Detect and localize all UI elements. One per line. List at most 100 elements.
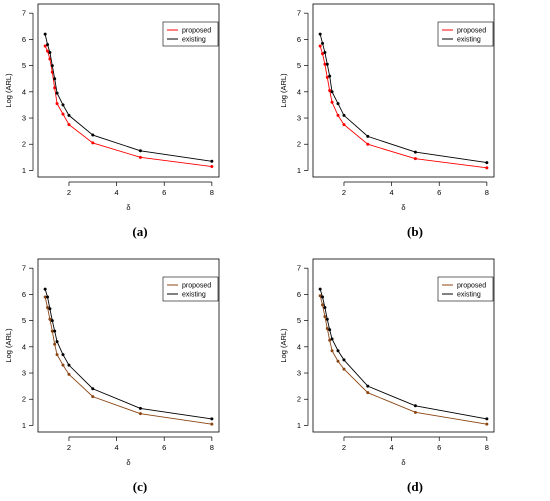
data-point-proposed — [413, 410, 417, 414]
legend-box — [162, 276, 219, 302]
data-point-proposed — [342, 123, 346, 127]
data-point-existing — [91, 387, 95, 391]
y-tick-label: 3 — [297, 114, 301, 123]
data-point-proposed — [330, 349, 334, 353]
y-tick-label: 7 — [297, 264, 301, 273]
x-tick-label: 8 — [485, 443, 489, 452]
data-point-existing — [328, 328, 332, 332]
chart-panel-c: 2 4 6 8 1 2 3 4 5 6 7 δ Log (ARL) proposed existing (c) — [4, 258, 220, 494]
data-point-proposed — [53, 86, 57, 90]
chart-panel-b: 2 4 6 8 1 2 3 4 5 6 7 δ Log (ARL) proposed existing (b) — [279, 3, 495, 239]
data-point-existing — [43, 32, 47, 36]
x-tick-label: 6 — [437, 443, 441, 452]
data-point-proposed — [321, 303, 325, 307]
y-tick-label: 7 — [22, 264, 26, 273]
x-axis-label: δ — [126, 458, 130, 467]
data-point-proposed — [43, 295, 47, 299]
series-line-existing — [44, 289, 212, 420]
plot-frame — [37, 258, 220, 433]
legend-label-existing: existing — [182, 37, 206, 44]
data-point-existing — [321, 41, 325, 45]
data-point-existing — [325, 317, 329, 321]
data-point-existing — [323, 50, 327, 54]
data-point-proposed — [210, 422, 214, 426]
y-axis-label: Log (ARL) — [4, 328, 13, 363]
x-tick-label: 2 — [342, 188, 346, 197]
data-point-proposed — [46, 305, 50, 309]
data-point-proposed — [55, 353, 59, 357]
data-point-existing — [485, 417, 489, 421]
data-point-existing — [91, 133, 95, 137]
data-point-proposed — [48, 317, 52, 321]
x-tick-label: 8 — [210, 188, 214, 197]
panel-caption: (b) — [407, 224, 423, 239]
y-tick-label: 1 — [22, 166, 26, 175]
data-point-existing — [55, 340, 59, 344]
data-point-proposed — [50, 329, 54, 333]
data-point-existing — [328, 74, 332, 78]
data-point-proposed — [321, 52, 325, 56]
data-point-existing — [413, 150, 417, 154]
data-point-existing — [48, 307, 52, 311]
data-point-existing — [210, 159, 214, 163]
y-tick-label: 5 — [22, 316, 26, 325]
x-tick-label: 8 — [210, 443, 214, 452]
data-point-existing — [336, 102, 340, 106]
y-tick-label: 2 — [22, 140, 26, 149]
series-line-existing — [319, 289, 487, 420]
series-line-proposed — [44, 45, 212, 167]
data-point-existing — [48, 50, 52, 54]
y-tick-label: 4 — [22, 87, 26, 96]
panel-caption: (a) — [132, 224, 147, 239]
legend-label-existing: existing — [457, 292, 481, 299]
data-point-existing — [485, 161, 489, 165]
data-point-existing — [336, 349, 340, 353]
legend-box — [437, 276, 494, 302]
data-point-existing — [323, 305, 327, 309]
chart-panel-d: 2 4 6 8 1 2 3 4 5 6 7 δ Log (ARL) proposed existing (d) — [279, 258, 495, 494]
y-tick-label: 4 — [297, 342, 301, 351]
data-point-existing — [67, 363, 71, 367]
series-line-proposed — [44, 296, 212, 425]
data-point-proposed — [342, 367, 346, 371]
y-tick-label: 7 — [297, 9, 301, 18]
data-point-existing — [53, 77, 57, 81]
plot-frame — [37, 3, 220, 178]
chart-panel-a: 2 4 6 8 1 2 3 4 5 6 7 δ Log (ARL) proposed existing (a) — [4, 3, 220, 239]
data-point-existing — [46, 295, 50, 299]
data-point-existing — [413, 404, 417, 408]
x-axis-label: δ — [401, 203, 405, 212]
y-tick-label: 2 — [297, 140, 301, 149]
data-point-proposed — [366, 142, 370, 146]
y-tick-label: 5 — [297, 61, 301, 70]
data-point-proposed — [323, 62, 327, 66]
data-point-proposed — [336, 113, 340, 117]
data-point-existing — [61, 103, 65, 107]
x-tick-label: 2 — [67, 443, 71, 452]
y-tick-label: 3 — [297, 369, 301, 378]
series-line-existing — [44, 34, 212, 162]
data-point-proposed — [138, 412, 142, 416]
data-point-proposed — [330, 100, 334, 104]
y-tick-label: 6 — [297, 290, 301, 299]
data-point-existing — [366, 384, 370, 388]
data-point-proposed — [46, 49, 50, 53]
data-point-proposed — [91, 395, 95, 399]
data-point-proposed — [91, 141, 95, 145]
y-tick-label: 1 — [297, 421, 301, 430]
data-point-existing — [46, 43, 50, 47]
x-tick-label: 4 — [115, 443, 119, 452]
x-tick-label: 2 — [67, 188, 71, 197]
x-tick-label: 6 — [162, 443, 166, 452]
y-tick-label: 6 — [22, 35, 26, 44]
y-tick-label: 5 — [22, 61, 26, 70]
data-point-existing — [330, 337, 334, 341]
y-tick-label: 2 — [22, 395, 26, 404]
y-tick-label: 6 — [22, 290, 26, 299]
y-tick-label: 4 — [297, 87, 301, 96]
data-point-existing — [53, 329, 57, 333]
y-axis-label: Log (ARL) — [279, 328, 288, 363]
legend-box — [162, 21, 219, 47]
data-point-proposed — [325, 326, 329, 330]
y-axis-label: Log (ARL) — [4, 73, 13, 108]
